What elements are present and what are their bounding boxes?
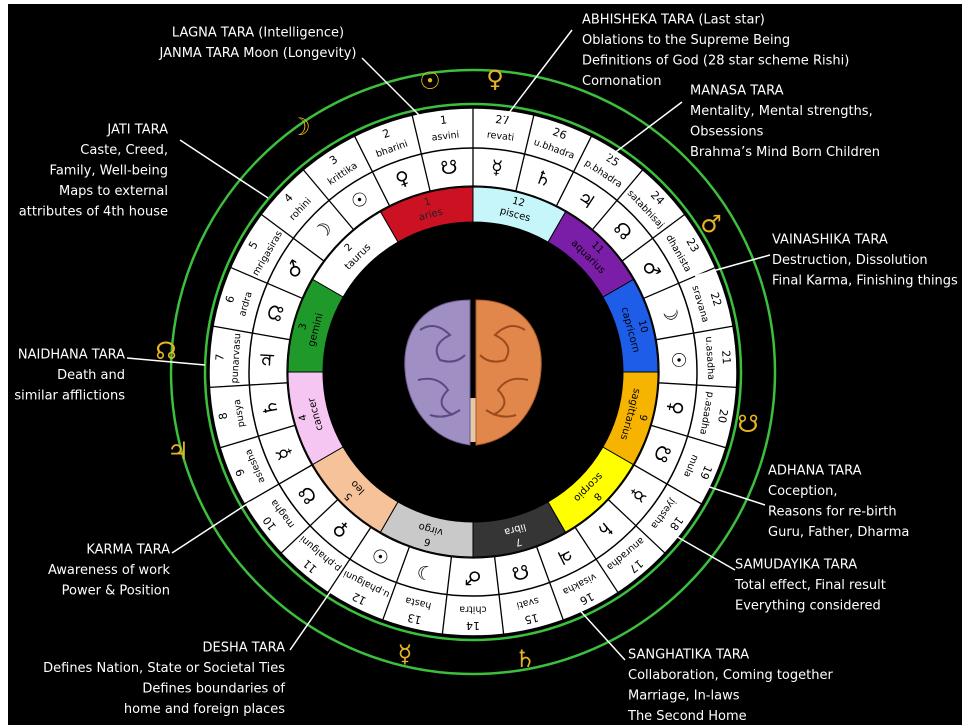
nakshatra-number: 20 [715, 408, 730, 424]
annotation-title: ADHANA TARA [768, 464, 862, 479]
nakshatra-name: chitra [459, 604, 486, 615]
outer-glyph: ☽ [289, 113, 311, 141]
annotation-title: JATI TARA [106, 123, 168, 138]
annotation-text: Brahma’s Mind Born Children [690, 145, 880, 160]
annotation-text: home and foreign places [124, 702, 285, 717]
annotation-text: Mentality, Mental strengths, [690, 104, 873, 119]
nakshatra-lord: ☋ [439, 156, 458, 180]
nakshatra-number: 1 [439, 113, 447, 127]
annotation-text: Marriage, In-laws [628, 689, 740, 704]
annotation-title: SANGHATIKA TARA [628, 648, 749, 663]
annotation-title: NAIDHANA TARA [18, 348, 125, 363]
outer-glyph: ♄ [514, 645, 536, 673]
diagram: ☉♀☽♂☋♄☿♃☊1asvini☋2bharini♀3krittika☉4roh… [0, 0, 964, 725]
annotation-title: MANASA TARA [690, 84, 784, 99]
annotation-text: Oblations to the Supreme Being [582, 33, 790, 48]
nakshatra-number: 14 [466, 619, 480, 632]
annotation-text: JANMA TARA Moon (Longevity) [158, 46, 356, 61]
nakshatra-number: 7 [213, 353, 226, 361]
annotation-title: SAMUDAYIKA TARA [735, 558, 857, 573]
annotation-title: VAINASHIKA TARA [772, 233, 888, 248]
outer-glyph: ☋ [737, 410, 758, 438]
annotation-text: attributes of 4th house [19, 205, 168, 220]
outer-glyph: ♀ [486, 65, 504, 93]
annotation-text: Power & Position [62, 584, 170, 599]
outer-glyph: ♃ [167, 437, 189, 465]
annotation-text: Guru, Father, Dharma [768, 525, 909, 540]
annotation-text: Final Karma, Finishing things [772, 274, 958, 289]
annotation-text: Total effect, Final result [734, 578, 886, 593]
annotation-title: ABHISHEKA TARA (Last star) [582, 13, 765, 28]
outer-glyph: ♂ [700, 210, 722, 238]
annotation-text: Collaboration, Coming together [628, 668, 833, 683]
annotation-text: Death and [57, 368, 125, 383]
annotation-text: Coception, [768, 484, 837, 499]
annotation-title: KARMA TARA [86, 543, 170, 558]
annotation-text: Obsessions [690, 125, 764, 140]
annotation-text: Defines Nation, State or Societal Ties [43, 661, 285, 676]
annotation-text: Cornonation [582, 74, 661, 89]
annotation-text: Reasons for re-birth [768, 505, 897, 520]
inner-black [323, 222, 623, 522]
annotation-text: The Second Home [627, 709, 747, 724]
annotation-title: DESHA TARA [202, 641, 285, 656]
annotation-text: Definitions of God (28 star scheme Rishi… [582, 54, 849, 69]
annotation-text: Caste, Creed, [80, 143, 168, 158]
annotation-text: Defines boundaries of [142, 682, 285, 697]
nakshatra-lord: ♂ [464, 567, 481, 589]
nakshatra-lord: ☉ [667, 351, 690, 369]
nakshatra-number: 21 [719, 350, 733, 365]
annotation-text: Destruction, Dissolution [772, 253, 928, 268]
annotation-text: Everything considered [735, 599, 881, 614]
outer-glyph: ☿ [398, 640, 413, 668]
outer-glyph: ☉ [419, 67, 441, 95]
page: ☉♀☽♂☋♄☿♃☊1asvini☋2bharini♀3krittika☉4roh… [0, 0, 964, 725]
annotation-text: Family, Well-being [50, 164, 168, 179]
annotation-text: Awareness of work [48, 563, 171, 578]
annotation-title: LAGNA TARA (Intelligence) [172, 26, 344, 41]
annotation-text: similar afflictions [14, 389, 125, 404]
nakshatra-lord: ♃ [256, 351, 279, 369]
annotation-text: Maps to external [59, 184, 168, 199]
